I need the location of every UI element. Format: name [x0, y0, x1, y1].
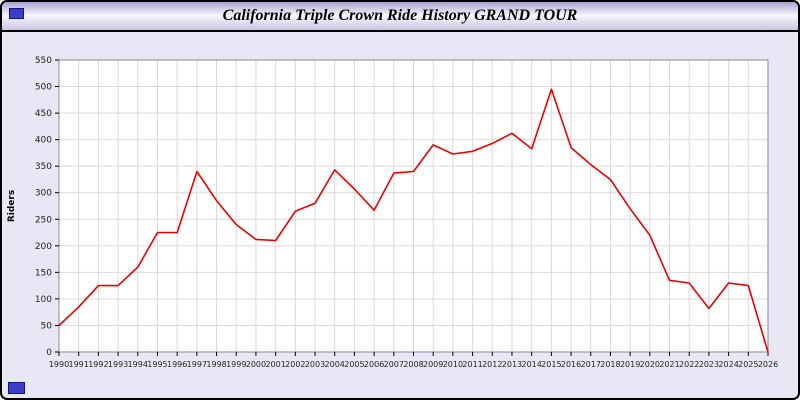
svg-text:2013: 2013 [502, 360, 522, 369]
svg-text:2019: 2019 [620, 360, 640, 369]
svg-text:2022: 2022 [679, 360, 699, 369]
svg-text:150: 150 [35, 268, 52, 278]
svg-text:2004: 2004 [325, 360, 345, 369]
svg-text:2025: 2025 [738, 360, 758, 369]
svg-text:2003: 2003 [305, 360, 325, 369]
svg-text:2023: 2023 [699, 360, 719, 369]
svg-text:Riders: Riders [7, 190, 17, 222]
svg-text:2012: 2012 [482, 360, 502, 369]
svg-text:2026: 2026 [758, 360, 778, 369]
svg-text:1997: 1997 [187, 360, 207, 369]
svg-text:2015: 2015 [541, 360, 561, 369]
svg-text:250: 250 [35, 215, 52, 225]
svg-text:2011: 2011 [462, 360, 482, 369]
svg-text:2009: 2009 [423, 360, 443, 369]
svg-text:400: 400 [35, 136, 52, 146]
svg-text:2018: 2018 [600, 360, 620, 369]
svg-text:350: 350 [35, 162, 52, 172]
svg-text:1994: 1994 [128, 360, 148, 369]
svg-text:2014: 2014 [521, 360, 541, 369]
svg-text:2021: 2021 [659, 360, 679, 369]
svg-text:500: 500 [35, 83, 52, 93]
svg-text:2000: 2000 [246, 360, 266, 369]
svg-text:100: 100 [35, 295, 52, 305]
svg-text:2008: 2008 [403, 360, 423, 369]
svg-text:50: 50 [41, 321, 53, 331]
chart-title: California Triple Crown Ride History GRA… [222, 7, 578, 24]
svg-text:1995: 1995 [147, 360, 167, 369]
bottom-left-blue-box-icon [8, 382, 25, 394]
svg-text:2017: 2017 [581, 360, 601, 369]
svg-text:1999: 1999 [226, 360, 246, 369]
svg-text:450: 450 [35, 109, 52, 119]
svg-text:300: 300 [35, 189, 52, 199]
svg-text:1990: 1990 [49, 360, 69, 369]
svg-text:550: 550 [35, 56, 52, 66]
svg-text:2002: 2002 [285, 360, 305, 369]
svg-text:2016: 2016 [561, 360, 581, 369]
top-left-blue-box-icon [9, 8, 24, 19]
svg-text:1993: 1993 [108, 360, 128, 369]
svg-text:2005: 2005 [344, 360, 364, 369]
svg-text:2001: 2001 [265, 360, 285, 369]
svg-text:200: 200 [35, 242, 52, 252]
svg-text:1991: 1991 [69, 360, 89, 369]
svg-text:2007: 2007 [384, 360, 404, 369]
svg-text:0: 0 [46, 348, 52, 358]
svg-text:1996: 1996 [167, 360, 187, 369]
chart-header: California Triple Crown Ride History GRA… [2, 2, 798, 32]
svg-text:2006: 2006 [364, 360, 384, 369]
svg-text:1998: 1998 [206, 360, 226, 369]
svg-text:2020: 2020 [640, 360, 660, 369]
svg-text:2010: 2010 [443, 360, 463, 369]
svg-text:1992: 1992 [88, 360, 108, 369]
svg-text:2024: 2024 [718, 360, 738, 369]
